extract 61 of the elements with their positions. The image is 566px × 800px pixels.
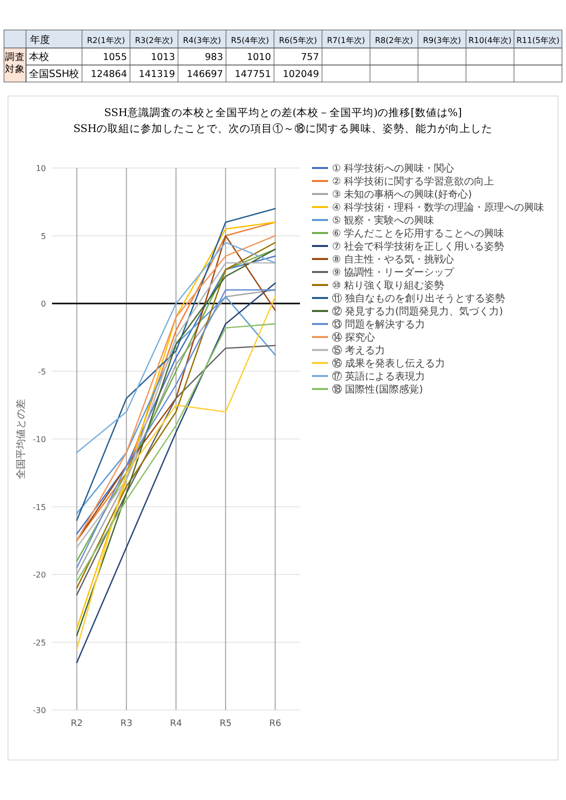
- x-tick-label: R5: [220, 719, 232, 729]
- data-label: 102049: [282, 69, 319, 80]
- legend-label: ④ 科学技術・理科・数学の理論・原理への興味: [332, 202, 544, 214]
- y-tick-label: -20: [32, 570, 46, 580]
- y-tick-label: 5: [40, 232, 46, 241]
- x-tick-label: R11(5年次): [516, 36, 560, 45]
- y-tick-label: -25: [32, 638, 46, 648]
- data-label: 147751: [234, 69, 271, 80]
- x-tick-label: R9(3年次): [423, 36, 461, 45]
- x-tick-label: R2: [70, 719, 83, 729]
- x-tick-label: R4: [170, 719, 182, 729]
- legend-label: ⑥ 学んだことを応用することへの興味: [332, 228, 504, 240]
- y-tick-label: 全国SSH校: [29, 68, 80, 80]
- legend-label: ① 科学技術への興味・関心: [332, 162, 454, 174]
- legend-label: ⑰ 英語による表現力: [332, 370, 426, 382]
- x-tick-label: R10(4年次): [468, 36, 512, 45]
- legend-label: ③ 未知の事柄への興味(好奇心): [332, 188, 472, 200]
- legend-label: ⑮ 考える力: [332, 344, 386, 356]
- y-axis-title: 全国平均値との差: [15, 399, 27, 479]
- data-label: 141319: [138, 69, 175, 80]
- y-tick-label: -5: [38, 367, 46, 376]
- legend-label: ⑩ 粘り強く取り組む姿勢: [332, 280, 444, 292]
- x-tick-label: R2(1年次): [87, 36, 125, 45]
- legend-label: ② 科学技術に関する学習意欲の向上: [332, 176, 494, 188]
- x-tick-label: R5(4年次): [231, 36, 269, 45]
- data-label: 757: [300, 52, 319, 63]
- chart-title: SSH意識調査の本校と全国平均との差(本校－全国平均)の推移[数値は%]: [104, 106, 462, 119]
- legend-label: ⑦ 社会で科学技術を正しく用いる姿勢: [332, 240, 504, 252]
- y-tick-label: 本校: [29, 51, 49, 63]
- x-tick-label: R8(2年次): [375, 36, 413, 45]
- data-label: 1013: [150, 52, 175, 63]
- x-tick-label: R6: [269, 719, 282, 729]
- data-label: 146697: [186, 69, 223, 80]
- x-tick-label: R4(3年次): [183, 36, 221, 45]
- y-tick-label: 0: [40, 300, 46, 308]
- legend-label: ⑱ 国際性(国際感覚): [332, 384, 424, 396]
- data-label: 124864: [90, 69, 127, 80]
- legend-label: ⑯ 成果を発表し伝える力: [332, 358, 446, 370]
- legend-label: ⑧ 自主性・やる気・挑戦心: [332, 254, 454, 266]
- y-tick-label: 10: [36, 164, 46, 173]
- data-label: 983: [204, 52, 223, 63]
- line-series: [76, 242, 276, 454]
- x-tick-label: R6(5年次): [279, 36, 317, 45]
- chart-subtitle: SSHの取組に参加したことで、次の項目①～⑱に関する興味、姿勢、能力が向上した: [73, 122, 493, 135]
- legend-label: ⑫ 発見する力(問題発見力、気づく力): [332, 306, 504, 318]
- y-tick-label: -15: [32, 502, 46, 512]
- x-tick-label: R3: [120, 719, 132, 729]
- y-tick-label: -10: [32, 435, 46, 444]
- x-tick-label: R7(1年次): [327, 36, 365, 45]
- legend-label: ⑤ 観察・実験への興味: [332, 214, 434, 226]
- data-label: 1010: [246, 52, 271, 63]
- x-tick-label: R3(2年次): [135, 36, 173, 45]
- y-axis-title: 調査対象: [5, 51, 25, 75]
- data-label: 1055: [102, 52, 127, 63]
- legend-label: ⑬ 問題を解決する力: [332, 318, 426, 330]
- x-axis-title: 年度: [30, 34, 50, 46]
- y-tick-label: -30: [32, 706, 46, 715]
- legend-label: ⑨ 協調性・リーダーシップ: [332, 266, 456, 278]
- legend-label: ⑪ 独自なものを創り出そうとする姿勢: [332, 292, 506, 304]
- line-series: [76, 296, 276, 514]
- legend-label: ⑭ 探究心: [332, 332, 376, 344]
